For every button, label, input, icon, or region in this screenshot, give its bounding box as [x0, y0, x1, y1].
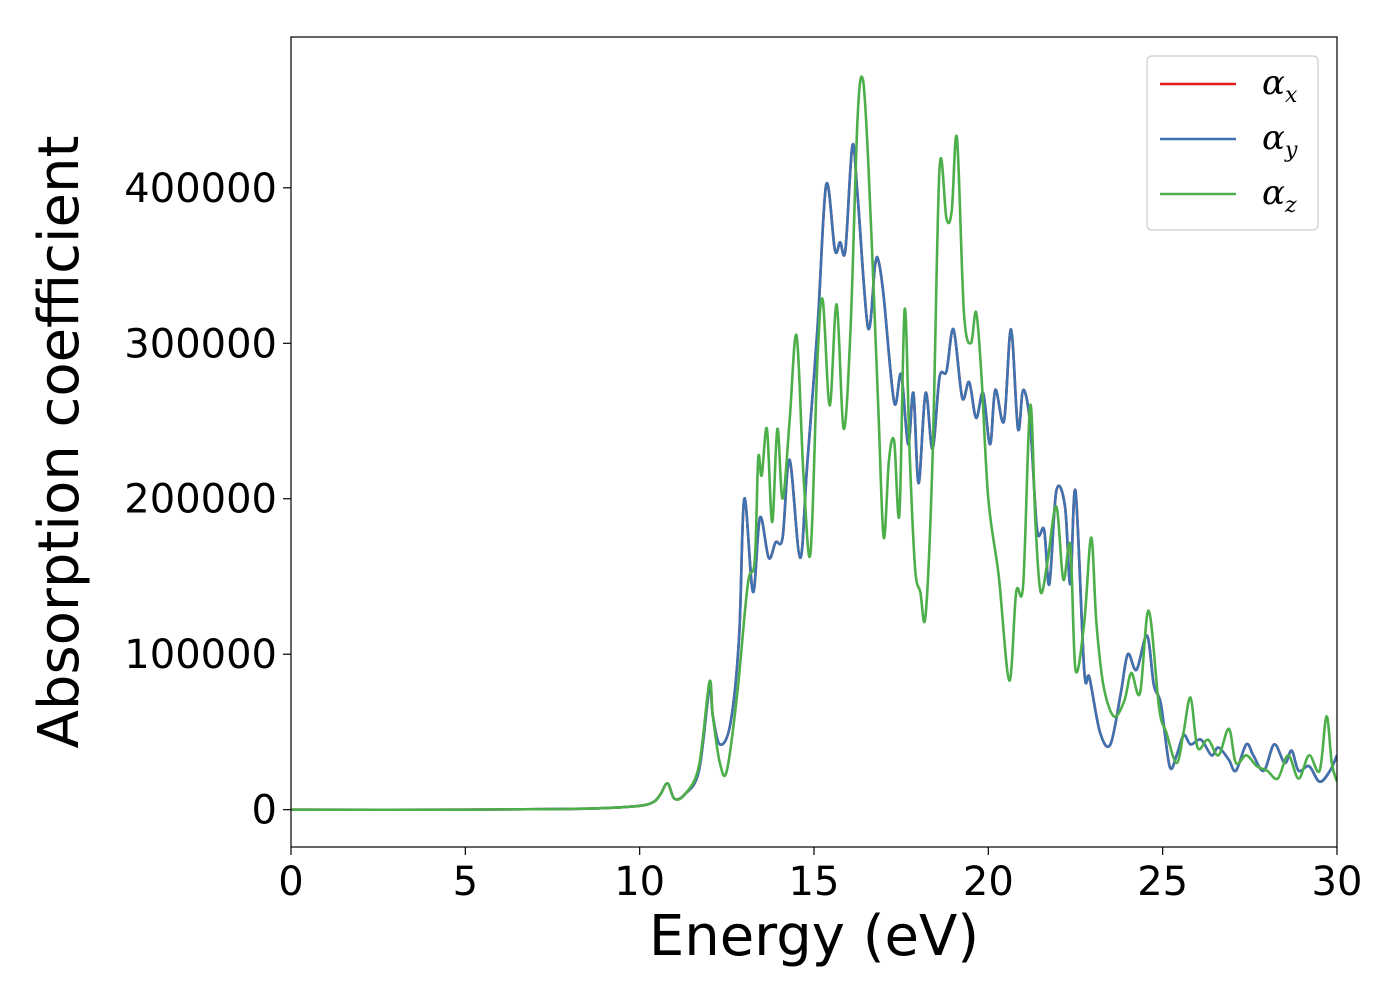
x-tick-label: 20 — [963, 859, 1014, 905]
x-tick-label: 10 — [614, 859, 665, 905]
x-tick-label: 15 — [789, 859, 840, 905]
x-tick-label: 0 — [278, 859, 303, 905]
plot-frame — [290, 36, 1338, 848]
series-line-z — [291, 75, 1337, 812]
x-tick-label: 30 — [1312, 859, 1363, 905]
x-axis-label: Energy (eV) — [649, 904, 979, 969]
legend-label-z: αz — [1262, 173, 1297, 218]
y-tick-label: 0 — [252, 788, 277, 834]
y-axis-label: Absorption coefficient — [27, 136, 92, 749]
legend-box — [1146, 55, 1319, 231]
y-axis-ticks: 0 100000 200000 300000 400000 — [124, 166, 291, 834]
x-tick-label: 25 — [1137, 859, 1188, 905]
y-tick-label: 100000 — [124, 632, 277, 678]
x-tick-label: 5 — [453, 859, 478, 905]
plot-lines — [291, 75, 1337, 812]
y-tick-label: 300000 — [124, 321, 277, 367]
legend: αx αy αz — [1146, 55, 1319, 231]
x-axis-ticks: 0 5 10 15 20 25 30 — [278, 847, 1362, 905]
y-tick-label: 400000 — [124, 166, 277, 212]
legend-label-x: αx — [1262, 63, 1298, 108]
legend-label-y: αy — [1262, 118, 1298, 163]
y-tick-label: 200000 — [124, 477, 277, 523]
